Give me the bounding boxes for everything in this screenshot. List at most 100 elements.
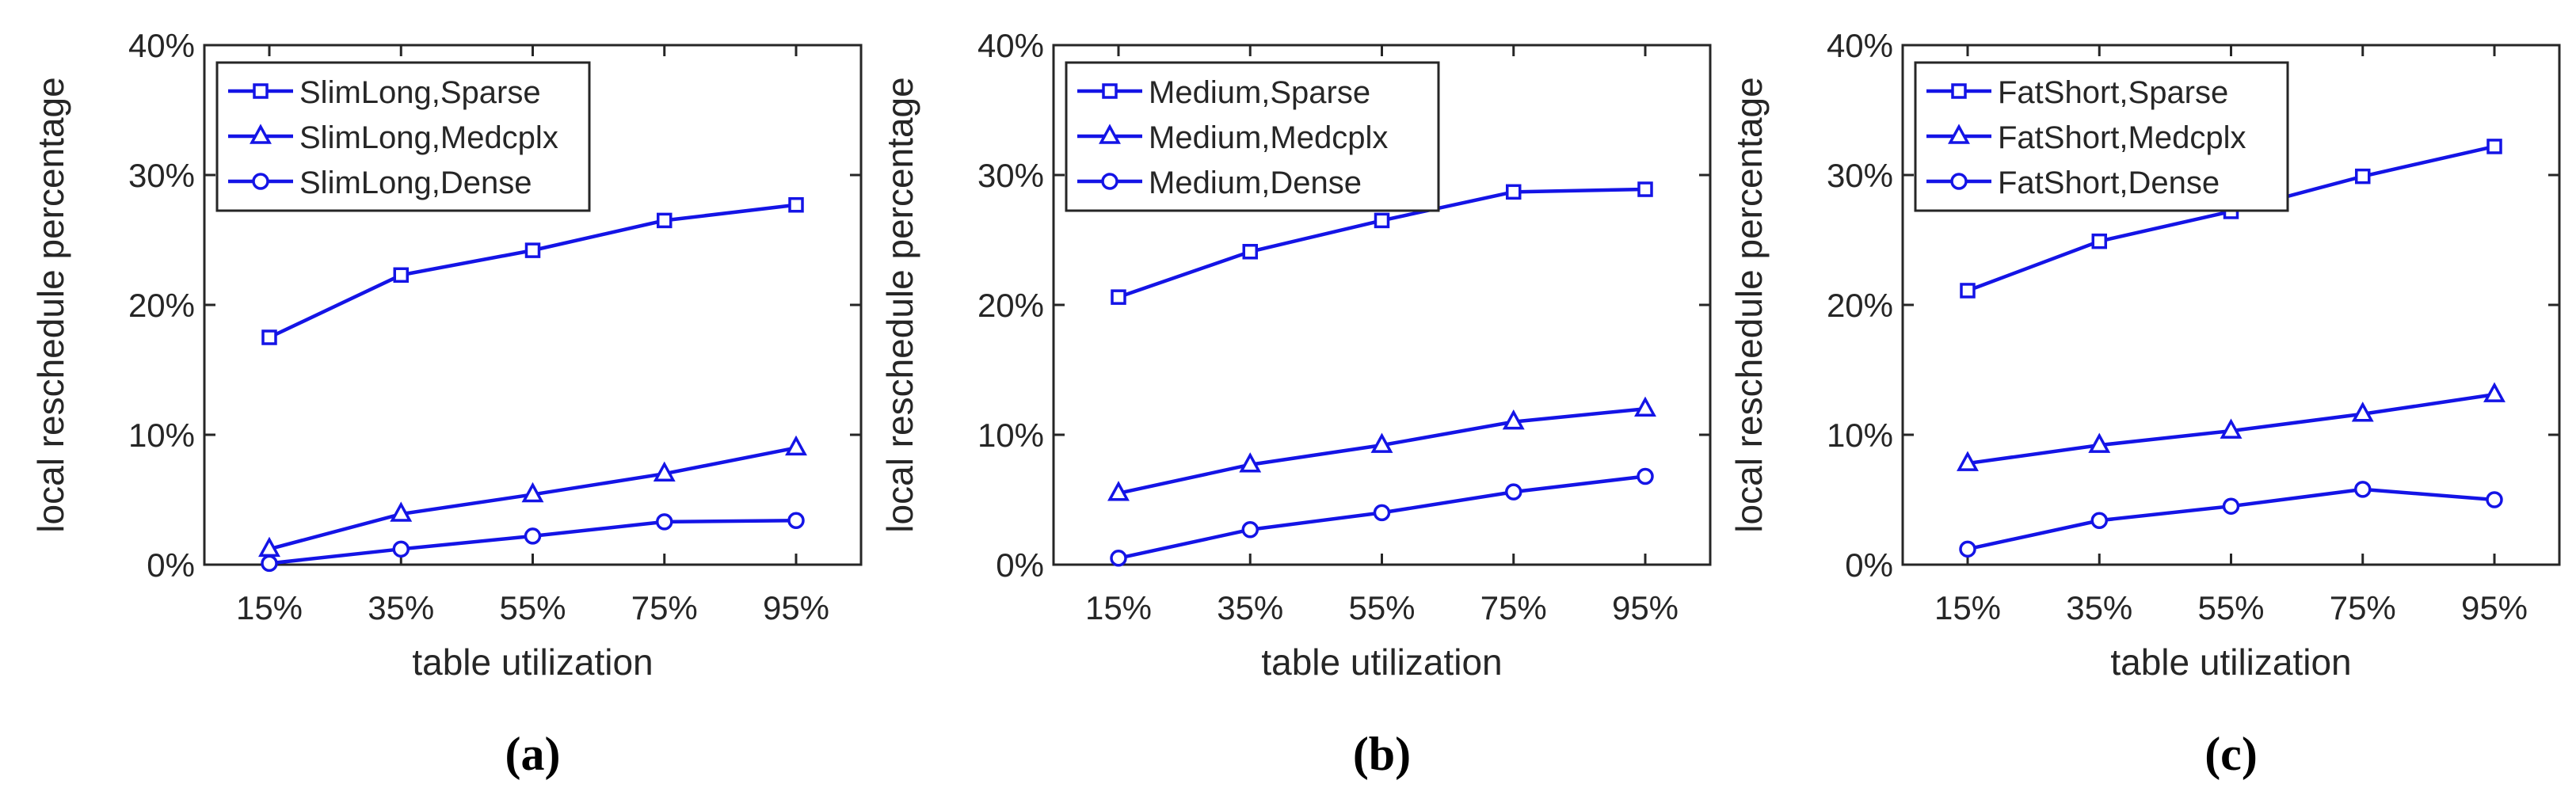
data-point	[2354, 481, 2372, 498]
x-tick-label: 55%	[1348, 589, 1415, 626]
y-axis-label: local reschedule percentage	[1728, 77, 1770, 532]
data-point	[261, 329, 277, 345]
legend-label: FatShort,Medcplx	[1998, 120, 2246, 155]
data-point	[1637, 467, 1654, 485]
panel-label: (b)	[1353, 728, 1411, 780]
data-point	[2355, 168, 2371, 185]
x-tick-label: 35%	[1217, 589, 1283, 626]
data-point	[524, 242, 541, 258]
data-point	[393, 267, 409, 284]
x-tick-label: 35%	[2066, 589, 2132, 626]
data-point	[1242, 244, 1258, 260]
panel-caption: (a)	[505, 728, 561, 780]
legend-marker	[1950, 173, 1968, 190]
data-point	[2220, 418, 2243, 439]
legend-marker	[1099, 124, 1121, 144]
chart-panel-c: 0% 10% 20% 30% 40% 15% 35% 55% 75% 95% table utili…	[1728, 27, 2561, 780]
x-tick-label: 15%	[1934, 589, 2001, 626]
data-point	[390, 501, 413, 522]
data-point	[785, 435, 807, 456]
y-tick-label: 10%	[128, 417, 195, 454]
data-point	[261, 554, 278, 573]
data-point	[1957, 451, 1979, 471]
series-triangle	[1957, 382, 2506, 471]
data-point	[1107, 481, 1130, 501]
data-point	[2088, 432, 2111, 453]
x-tick-label: 75%	[2330, 589, 2396, 626]
y-tick-label: 20%	[1827, 287, 1893, 324]
series-circle	[1110, 467, 1654, 567]
series-triangle	[258, 435, 807, 558]
legend-label: SlimLong,Sparse	[299, 75, 541, 110]
data-point	[2090, 512, 2108, 529]
series-circle	[1959, 481, 2503, 558]
data-point	[392, 540, 410, 558]
legend: SlimLong,Sparse SlimLong,Medcplx SlimLong,…	[215, 61, 591, 212]
data-point	[2486, 139, 2502, 154]
y-axis-label: local reschedule percentage	[879, 77, 920, 532]
y-tick-label: 0%	[1845, 546, 1893, 584]
data-point	[1505, 483, 1522, 501]
data-point	[656, 513, 673, 531]
y-tick-label: 0%	[147, 546, 195, 584]
y-tick-label: 40%	[128, 27, 195, 64]
y-tick-label: 0%	[996, 546, 1044, 584]
legend-marker	[1951, 83, 1967, 99]
x-tick-label: 15%	[1085, 589, 1152, 626]
x-tick-label: 35%	[368, 589, 434, 626]
x-tick-label: 95%	[2461, 589, 2528, 626]
data-point	[521, 482, 544, 503]
legend-label: Medium,Sparse	[1149, 75, 1370, 110]
data-point	[657, 212, 673, 229]
panel-label: (c)	[2204, 728, 2258, 780]
data-point	[1502, 409, 1525, 430]
y-tick-label: 40%	[977, 27, 1044, 64]
y-tick-label: 30%	[977, 157, 1044, 194]
x-tick-label: 95%	[763, 589, 829, 626]
data-point	[787, 512, 805, 529]
data-point	[524, 527, 542, 545]
data-point	[2091, 233, 2107, 249]
legend-label: Medium,Dense	[1149, 166, 1362, 200]
x-tick-label: 55%	[2197, 589, 2264, 626]
legend-label: SlimLong,Dense	[299, 166, 532, 200]
y-tick-label: 30%	[128, 157, 195, 194]
x-tick-label: 95%	[1612, 589, 1679, 626]
data-point	[1506, 184, 1522, 200]
legend-label: SlimLong,Medcplx	[299, 120, 558, 155]
y-tick-label: 20%	[977, 287, 1044, 324]
panel-caption: (c)	[2204, 728, 2258, 780]
data-point	[2486, 491, 2503, 508]
series-square	[1111, 181, 1653, 305]
legend-marker	[1102, 83, 1118, 99]
x-axis-label: table utilization	[412, 641, 653, 683]
data-point	[1111, 289, 1126, 305]
panel-caption: (b)	[1353, 728, 1411, 780]
legend-marker	[250, 124, 272, 144]
data-point	[788, 196, 804, 213]
data-point	[1373, 504, 1391, 522]
y-tick-label: 10%	[1827, 417, 1893, 454]
series-triangle	[1107, 396, 1656, 501]
legend: Medium,Sparse Medium,Medcplx Medium,Dense	[1065, 61, 1440, 212]
series-circle	[261, 512, 805, 573]
data-point	[1110, 550, 1127, 567]
legend-label: Medium,Medcplx	[1149, 120, 1388, 155]
x-tick-label: 55%	[499, 589, 566, 626]
data-point	[653, 461, 676, 482]
data-point	[2483, 382, 2506, 402]
legend-label: FatShort,Sparse	[1998, 75, 2228, 110]
legend: FatShort,Sparse FatShort,Medcplx FatShort,…	[1914, 61, 2289, 212]
data-point	[1637, 181, 1653, 197]
x-axis-label: table utilization	[2110, 641, 2351, 683]
data-point	[1374, 212, 1390, 229]
y-tick-label: 20%	[128, 287, 195, 324]
data-point	[2222, 497, 2240, 515]
y-tick-label: 10%	[977, 417, 1044, 454]
y-tick-label: 40%	[1827, 27, 1893, 64]
legend-marker	[253, 83, 269, 99]
legend-marker	[1101, 173, 1118, 190]
series-square	[261, 196, 804, 345]
data-point	[1960, 283, 1976, 299]
